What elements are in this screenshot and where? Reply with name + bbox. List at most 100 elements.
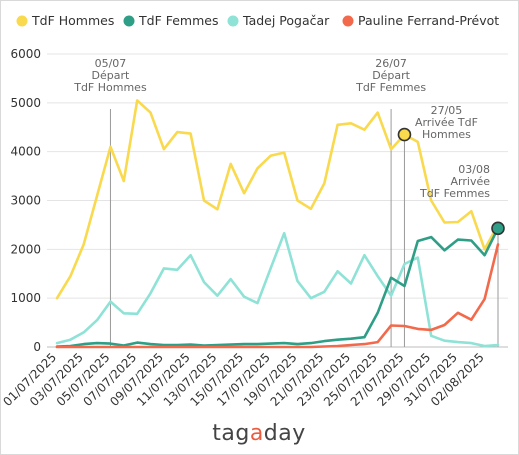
y-tick-label: 6000	[10, 47, 41, 61]
data-point	[216, 346, 219, 348]
data-point	[82, 343, 85, 345]
series-line-tadej-pogacar	[55, 231, 500, 348]
data-point	[336, 123, 339, 126]
data-point	[203, 346, 205, 348]
x-axis: 01/07/202503/07/202505/07/202507/07/2025…	[1, 350, 487, 409]
data-point	[229, 343, 232, 346]
data-point	[203, 199, 205, 202]
data-point	[283, 342, 286, 344]
data-point	[363, 336, 366, 339]
data-point	[269, 154, 272, 157]
data-point	[69, 275, 72, 278]
data-point	[470, 318, 473, 321]
data-point	[69, 338, 72, 341]
data-point	[243, 295, 245, 298]
y-tick-label: 0	[33, 340, 41, 354]
data-point	[363, 343, 366, 345]
data-point	[350, 122, 352, 125]
data-point	[176, 344, 179, 346]
data-point	[96, 194, 98, 197]
data-point	[310, 346, 312, 348]
data-point	[82, 243, 85, 246]
data-point	[390, 276, 392, 279]
data-point	[269, 342, 272, 345]
data-point	[497, 243, 499, 246]
annotation-label: TdF Femmes	[355, 81, 426, 94]
series-lines	[55, 99, 500, 349]
data-point	[296, 280, 299, 282]
annotation-label: 03/08	[458, 163, 490, 176]
data-point	[96, 346, 98, 348]
data-point	[269, 346, 272, 348]
y-tick-label: 1000	[10, 291, 41, 305]
data-point	[56, 297, 58, 300]
data-point	[336, 345, 339, 347]
data-point	[216, 294, 219, 297]
annotation-label: Arrivée	[451, 175, 491, 188]
legend-label-tadej-pogacar: Tadej Pogačar	[242, 13, 330, 28]
annotation-label: Départ	[92, 69, 130, 82]
data-point	[310, 342, 312, 344]
data-point	[149, 346, 152, 348]
data-point	[350, 344, 352, 346]
data-point	[416, 141, 419, 143]
data-point	[189, 343, 192, 346]
data-point	[483, 345, 486, 347]
data-point	[163, 148, 165, 151]
data-point	[457, 238, 459, 241]
data-point	[176, 346, 179, 348]
series-line-pauline-ferrand-prevot	[55, 243, 500, 349]
data-point	[189, 254, 192, 257]
y-tick-label: 4000	[10, 145, 41, 159]
data-point	[403, 263, 406, 265]
data-point	[323, 290, 326, 293]
data-point	[283, 151, 286, 154]
data-point	[243, 192, 245, 195]
data-point	[430, 334, 433, 337]
legend-label-pauline-ferrand-prevot: Pauline Ferrand-Prévot	[358, 13, 499, 28]
y-tick-label: 2000	[10, 242, 41, 256]
data-point	[336, 270, 339, 273]
data-point	[109, 300, 112, 303]
legend-swatch-tdf-hommes	[16, 15, 28, 27]
data-point	[82, 346, 85, 348]
data-point	[69, 346, 72, 348]
data-point	[256, 167, 259, 170]
data-point	[149, 292, 152, 295]
data-point	[376, 275, 379, 278]
data-point	[243, 343, 245, 345]
data-point	[109, 145, 112, 148]
data-point	[483, 298, 486, 301]
annotation-label: Départ	[372, 69, 410, 82]
data-point	[216, 344, 219, 346]
data-point	[457, 341, 459, 344]
data-point	[296, 343, 299, 345]
data-point	[243, 346, 245, 348]
data-point	[430, 329, 433, 331]
data-point	[350, 337, 352, 340]
data-point	[443, 221, 446, 224]
data-point	[310, 297, 312, 300]
data-point	[163, 267, 165, 270]
data-point	[470, 210, 473, 213]
data-point	[390, 324, 392, 327]
data-point	[229, 346, 232, 348]
data-point	[376, 341, 379, 344]
data-point	[323, 182, 326, 185]
grid	[47, 53, 508, 348]
data-point	[82, 331, 85, 334]
data-point	[323, 345, 326, 348]
annotation-label: TdF Femmes	[419, 187, 490, 200]
data-point	[443, 339, 446, 342]
brand-logo: tagaday	[212, 421, 306, 446]
legend-label-tdf-hommes: TdF Hommes	[31, 13, 114, 28]
data-point	[136, 341, 139, 344]
data-point	[216, 208, 219, 211]
data-point	[149, 111, 152, 114]
data-point	[483, 254, 486, 257]
data-point	[457, 221, 459, 223]
data-point	[283, 346, 286, 348]
annotation-marker	[491, 221, 505, 236]
